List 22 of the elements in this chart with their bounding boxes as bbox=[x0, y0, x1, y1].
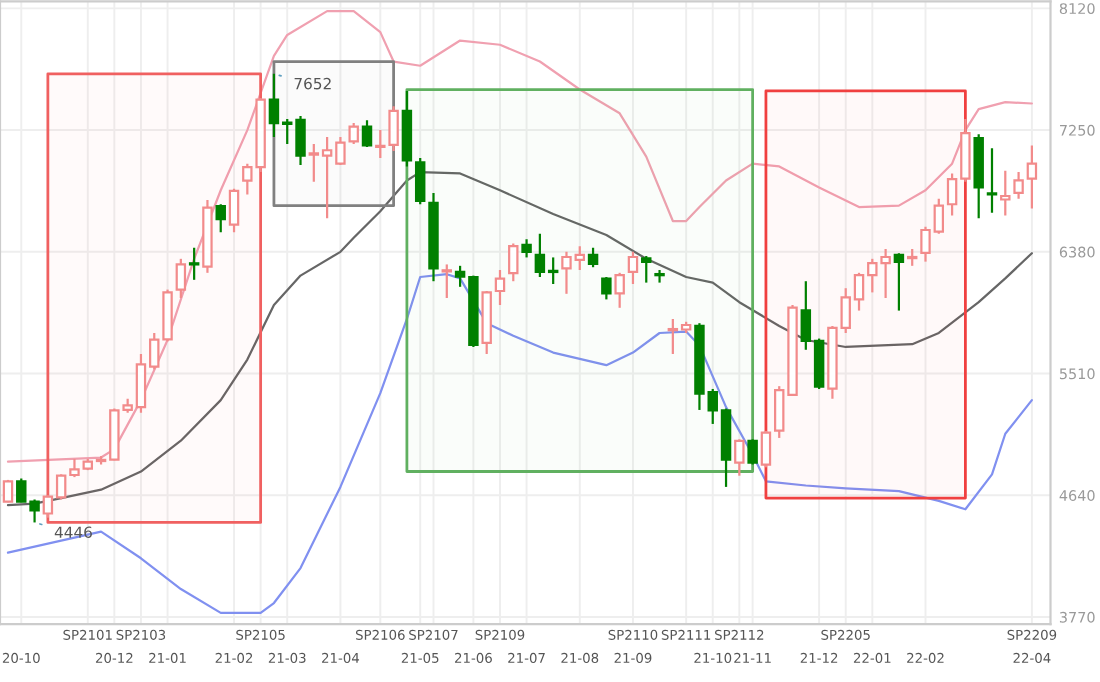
candlestick bbox=[893, 252, 905, 312]
candlestick bbox=[175, 257, 187, 300]
candlestick bbox=[986, 147, 998, 214]
candlestick bbox=[188, 246, 200, 281]
candlestick bbox=[348, 121, 359, 146]
candlestick bbox=[654, 268, 665, 284]
line-series bbox=[6, 10, 1033, 463]
candlestick bbox=[734, 438, 745, 477]
candlestick bbox=[614, 271, 625, 309]
candlestick bbox=[228, 187, 240, 234]
candlestick bbox=[361, 119, 373, 148]
candlestick bbox=[521, 238, 532, 259]
candlestick bbox=[587, 246, 599, 269]
candlestick bbox=[441, 263, 453, 300]
candlestick bbox=[215, 203, 226, 234]
candlestick bbox=[641, 254, 652, 284]
candlestick bbox=[1000, 169, 1011, 217]
candlestick bbox=[760, 429, 772, 469]
candlestick bbox=[627, 250, 639, 286]
candlestick bbox=[508, 242, 519, 283]
candlestick bbox=[601, 275, 612, 301]
candlestick bbox=[747, 438, 758, 466]
